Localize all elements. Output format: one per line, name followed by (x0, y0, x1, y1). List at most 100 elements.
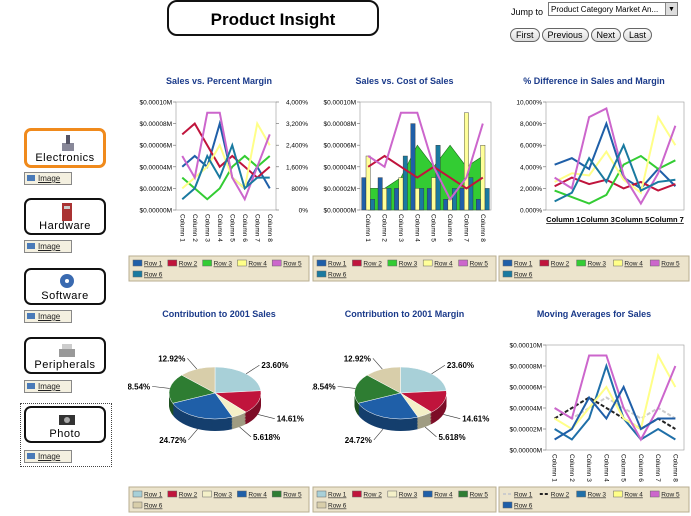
bar (426, 188, 432, 211)
legend-label: Row 3 (399, 492, 418, 499)
image-link[interactable]: Image (24, 380, 72, 393)
nav-label: Software (41, 290, 89, 302)
x-tick-label: Column 1 (364, 214, 371, 242)
x-tick-label: Column 1 (178, 214, 185, 242)
image-link[interactable]: Image (24, 310, 72, 323)
legend-swatch (352, 259, 362, 267)
jump-label: Jump to (511, 7, 544, 17)
line (554, 107, 677, 206)
x-tick-label: Column 5 (620, 454, 627, 482)
legend-label: Row 6 (144, 272, 163, 279)
legend-swatch (132, 490, 143, 498)
data-label: 12.92% (158, 354, 185, 363)
legend-label: Row 5 (470, 261, 489, 268)
icon (62, 203, 72, 221)
legend-label: Row 6 (514, 503, 533, 510)
legend-swatch (458, 259, 468, 267)
legend-label: Row 1 (328, 492, 347, 499)
legend-swatch (613, 490, 623, 498)
x-tick-label: Column 4 (216, 214, 223, 242)
chart: Sales vs. Cost of Sales Row 1 Row 2 Row 3 Ro… (312, 76, 497, 282)
leader-line (424, 426, 437, 438)
legend-label: Row 1 (144, 492, 163, 499)
nav-electronics[interactable]: Electronics (24, 128, 106, 168)
first-button[interactable]: First (510, 28, 540, 42)
legend-label: Row 3 (588, 261, 607, 268)
chart-title: % Difference in Sales and Margin (523, 76, 665, 86)
jump-value: Product Category Market An... (551, 5, 659, 14)
legend-label: Row 5 (283, 492, 302, 499)
icon (59, 344, 75, 357)
leader-line (337, 386, 356, 389)
jump-select[interactable]: Product Category Market An... ▼ (548, 2, 678, 16)
pager: First Previous Next Last (510, 28, 653, 42)
y-tick-label: $0.00010M (509, 343, 542, 350)
leader-line (187, 358, 198, 370)
bar (394, 188, 399, 211)
legend-label: Row 2 (363, 492, 382, 499)
link-text: Image (38, 382, 61, 391)
legend-swatch (458, 490, 468, 498)
bar (414, 188, 420, 211)
image-link[interactable]: Image (24, 172, 72, 185)
previous-button[interactable]: Previous (541, 28, 589, 42)
icon (62, 135, 74, 151)
legend-label: Row 2 (551, 492, 570, 499)
x-tick-label: Column 3 (585, 454, 592, 482)
line (554, 396, 676, 420)
legend-swatch (132, 259, 143, 267)
bar (484, 188, 490, 211)
chart: Sales vs. Percent Margin Row 1 Row 2 Row 3 R… (128, 76, 310, 282)
legend-label: Row 5 (470, 492, 489, 499)
y-tick-label: $0.00002M (323, 186, 356, 193)
x-tick-label: Column 5 (615, 215, 649, 224)
y-tick-label: $0.00008M (139, 121, 172, 128)
legend-label: Row 2 (363, 261, 382, 268)
image-link[interactable]: Image (24, 240, 72, 253)
x-tick-label: Column 5 (228, 214, 235, 242)
legend-label: Row 2 (179, 261, 198, 268)
legend-label: Row 1 (514, 492, 533, 499)
legend-label: Row 2 (179, 492, 198, 499)
x-tick-label: Column 8 (671, 454, 678, 482)
nav-hardware[interactable]: Hardware (24, 198, 106, 235)
legend-label: Row 5 (661, 492, 680, 499)
legend-label: Row 3 (214, 261, 233, 268)
chart-title: Contribution to 2001 Sales (162, 309, 276, 319)
nav-photo[interactable]: Photo (24, 406, 106, 443)
link-text: Image (38, 312, 61, 321)
bar (370, 198, 375, 211)
legend-swatch (502, 259, 513, 267)
legend-swatch (316, 259, 327, 267)
legend-swatch (237, 490, 247, 498)
y-tick-label: $0.00000M (509, 448, 542, 455)
bar (361, 177, 367, 211)
y2-tick-label: 3,200% (286, 121, 308, 128)
bar (459, 188, 465, 211)
y-tick-label: 0.000% (520, 208, 542, 215)
nav-peripherals[interactable]: Peripherals (24, 337, 106, 374)
legend-swatch (132, 501, 143, 509)
legend-label: Row 5 (283, 261, 302, 268)
last-button[interactable]: Last (623, 28, 653, 42)
nav-software[interactable]: Software (24, 268, 106, 305)
next-button[interactable]: Next (590, 28, 622, 42)
legend-label: Row 1 (144, 261, 163, 268)
y2-tick-label: 1,600% (286, 164, 308, 171)
legend-label: Row 6 (514, 272, 533, 279)
bar (468, 177, 474, 211)
legend-swatch (352, 490, 362, 498)
y-tick-label: $0.00008M (509, 364, 542, 371)
image-link[interactable]: Image (24, 450, 72, 463)
chart: Moving Averages for Sales Row 1 Row 2 Row 3… (498, 309, 690, 513)
y-tick-label: 8,000% (520, 121, 542, 128)
icon (59, 415, 75, 425)
x-tick-label: Column 3 (397, 214, 404, 242)
bar (452, 188, 457, 211)
y-tick-label: $0.00004M (323, 164, 356, 171)
legend-label: Row 3 (399, 261, 418, 268)
y-tick-label: $0.00006M (323, 143, 356, 150)
y2-tick-label: 2,400% (286, 143, 308, 150)
x-tick-label: Column 8 (479, 214, 486, 242)
leader-line (372, 358, 383, 370)
